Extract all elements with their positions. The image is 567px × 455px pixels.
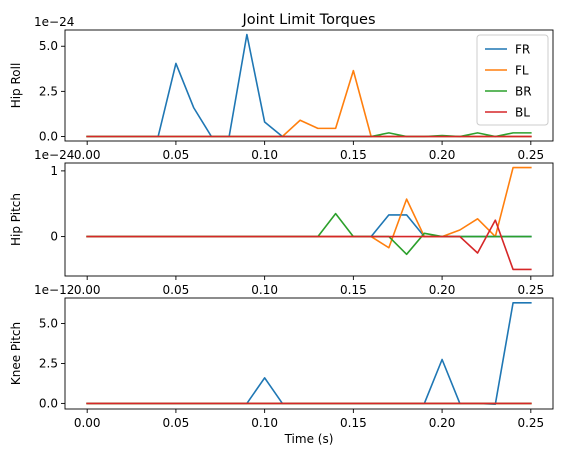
legend-label-br: BR (515, 85, 532, 99)
axes-frame (64, 162, 554, 277)
series-line-fl (86, 69, 532, 138)
x-tick-label: 0.10 (251, 148, 278, 162)
legend-label-fr: FR (515, 43, 530, 57)
y-tick-label: 2.5 (39, 356, 58, 370)
y-tick-label: 1 (50, 164, 58, 178)
series-line-bl (86, 219, 532, 271)
subplots-group: 0.00 0.05 0.10 0.15 0.20 0.250.02.55.01e−24Hi… (9, 15, 554, 430)
axes-frame (64, 29, 554, 142)
x-tick-label: 0.05 (163, 283, 190, 297)
y-offset-text: 1e−24 (34, 148, 74, 162)
x-tick-label: 0.00 (74, 416, 101, 430)
y-tick-label: 0 (50, 230, 58, 244)
legend-label-fl: FL (515, 64, 529, 78)
legend-label-bl: BL (515, 106, 530, 120)
y-offset-text: 1e−24 (34, 15, 74, 29)
x-tick-label: 0.25 (517, 416, 544, 430)
x-tick-label: 0.00 (74, 148, 101, 162)
chart-title: Joint Limit Torques (241, 12, 375, 28)
x-tick-label: 0.00 (74, 283, 101, 297)
subplot-2: 0.00 0.05 0.10 0.15 0.20 0.25 0 1 1e−24 Hip Pitch (9, 148, 554, 297)
subplot-3: 0.00 0.05 0.10 0.15 0.20 0.25 0.0 2.5 5.0 1e−12 Kn… (9, 283, 554, 430)
x-tick-label: 0.20 (429, 148, 456, 162)
x-tick-label: 0.15 (340, 283, 367, 297)
legend: FR FL BR BL (476, 34, 549, 126)
y-tick-label: 5.0 (39, 39, 58, 53)
axes-frame (64, 297, 554, 410)
y-axis-label: Knee Pitch (9, 322, 23, 385)
x-axis-label: Time (s) (284, 432, 334, 446)
series-line-fr (86, 301, 532, 406)
series-line-fr (86, 33, 532, 138)
x-tick-label: 0.25 (517, 148, 544, 162)
subplot-1: 0.00 0.05 0.10 0.15 0.20 0.25 0.0 2.5 5.0 1e−24 Hi… (9, 15, 554, 162)
y-axis-label: Hip Roll (9, 63, 23, 109)
x-tick-label: 0.05 (163, 416, 190, 430)
x-tick-label: 0.15 (340, 416, 367, 430)
series-line-fr (86, 214, 532, 238)
y-tick-label: 5.0 (39, 317, 58, 331)
x-tick-label: 0.15 (340, 148, 367, 162)
series-line-fl (86, 166, 532, 249)
legend-box (476, 34, 549, 126)
y-tick-label: 0.0 (39, 129, 58, 143)
x-tick-label: 0.20 (429, 416, 456, 430)
x-tick-label: 0.10 (251, 416, 278, 430)
x-tick-label: 0.25 (517, 283, 544, 297)
y-tick-label: 0.0 (39, 396, 58, 410)
x-tick-label: 0.10 (251, 283, 278, 297)
y-axis-label: Hip Pitch (9, 193, 23, 246)
x-tick-label: 0.20 (429, 283, 456, 297)
y-tick-label: 2.5 (39, 84, 58, 98)
x-tick-label: 0.05 (163, 148, 190, 162)
y-offset-text: 1e−12 (34, 283, 74, 297)
series-line-br (86, 212, 532, 256)
